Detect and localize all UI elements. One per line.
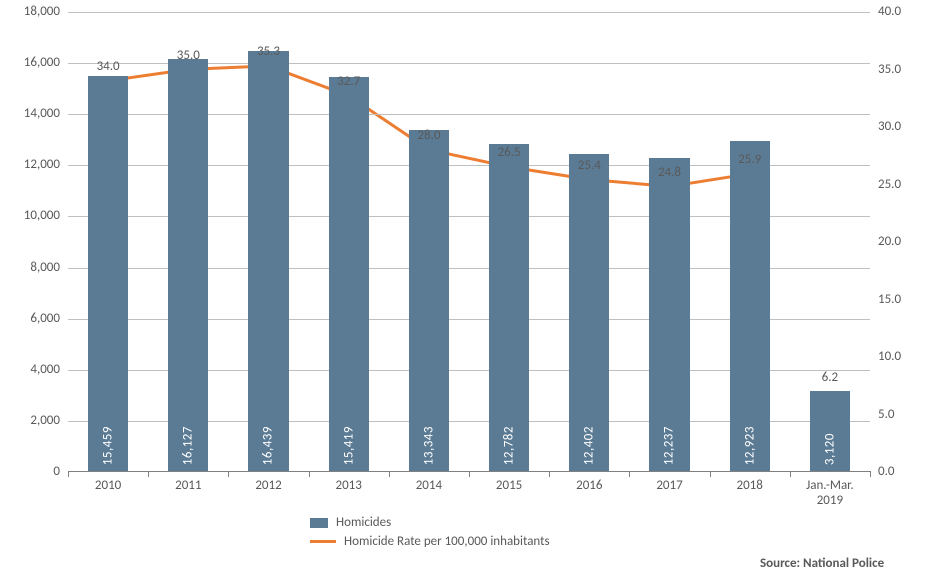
bar-value-label: 15,459: [101, 426, 116, 465]
x-tick: [790, 471, 791, 477]
x-category-label: 2011: [175, 479, 201, 494]
legend-swatch-bar: [310, 518, 328, 528]
x-tick: [870, 471, 871, 477]
plot-area: 02,0004,0006,0008,00010,00012,00014,0001…: [68, 12, 870, 472]
x-category-label: 2014: [416, 479, 442, 494]
y1-tick-label: 4,000: [13, 362, 68, 377]
x-tick: [389, 471, 390, 477]
x-category-label: 2018: [737, 479, 763, 494]
gridline: [68, 12, 870, 13]
bar-value-label: 16,127: [181, 426, 196, 465]
bar: 12,923: [730, 141, 770, 471]
homicides-chart: 0 2,000 4,000 6,000 8,000 10,000 12,000 14,000 1…: [0, 0, 937, 583]
legend-item: Homicide Rate per 100,000 inhabitants: [310, 534, 550, 549]
x-tick: [68, 471, 69, 477]
y2-tick-label: 40.0: [870, 4, 925, 19]
bar-value-label: 12,782: [502, 426, 517, 465]
bar: 15,459: [88, 76, 128, 471]
bar-value-label: 13,343: [421, 426, 436, 465]
x-tick: [629, 471, 630, 477]
x-tick: [549, 471, 550, 477]
y1-tick-label: 18,000: [13, 4, 68, 19]
y2-tick-label: 5.0: [870, 407, 925, 422]
x-category-label: 2017: [656, 479, 682, 494]
bar: 15,419: [329, 77, 369, 471]
y2-tick-label: 0.0: [870, 464, 925, 479]
bar: 16,439: [248, 51, 288, 471]
x-category-label: 2012: [255, 479, 281, 494]
y1-tick-label: 14,000: [13, 106, 68, 121]
x-category-label: 2013: [336, 479, 362, 494]
legend: Homicides Homicide Rate per 100,000 inhab…: [310, 515, 550, 549]
bar-value-label: 15,419: [341, 426, 356, 465]
bar: 3,1206.2: [810, 391, 850, 471]
x-category-label: 2015: [496, 479, 522, 494]
bar-value-label: 12,923: [742, 426, 757, 465]
y1-tick-label: 10,000: [13, 208, 68, 223]
x-category-label: Jan.-Mar. 2019: [806, 479, 854, 509]
bar: 12,782: [489, 144, 529, 471]
x-tick: [228, 471, 229, 477]
source-note: Source: National Police: [760, 556, 884, 571]
bar: 12,402: [569, 154, 609, 471]
y1-tick-label: 2,000: [13, 413, 68, 428]
y1-tick-label: 16,000: [13, 55, 68, 70]
legend-label: Homicide Rate per 100,000 inhabitants: [344, 534, 550, 549]
bar: 16,127: [168, 59, 208, 471]
y2-tick-label: 10.0: [870, 349, 925, 364]
x-category-label: 2016: [576, 479, 602, 494]
legend-label: Homicides: [336, 515, 391, 530]
y2-tick-label: 35.0: [870, 62, 925, 77]
bar: 13,343: [409, 130, 449, 471]
y1-tick-label: 12,000: [13, 157, 68, 172]
bar-value-label: 12,402: [582, 426, 597, 465]
legend-swatch-line: [310, 540, 336, 543]
y2-tick-label: 20.0: [870, 234, 925, 249]
bar-value-label: 3,120: [822, 433, 837, 465]
y1-tick-label: 0: [13, 464, 68, 479]
x-tick: [309, 471, 310, 477]
bar: 12,237: [649, 158, 689, 471]
x-category-label: 2010: [95, 479, 121, 494]
bar-value-label: 16,439: [261, 426, 276, 465]
y2-tick-label: 30.0: [870, 119, 925, 134]
y1-tick-label: 6,000: [13, 311, 68, 326]
y2-tick-label: 25.0: [870, 177, 925, 192]
bar-value-label: 12,237: [662, 426, 677, 465]
legend-item: Homicides: [310, 515, 550, 530]
rate-point-label: 6.2: [822, 370, 838, 385]
y1-tick-label: 8,000: [13, 260, 68, 275]
y2-tick-label: 15.0: [870, 292, 925, 307]
x-tick: [469, 471, 470, 477]
x-tick: [710, 471, 711, 477]
x-tick: [148, 471, 149, 477]
